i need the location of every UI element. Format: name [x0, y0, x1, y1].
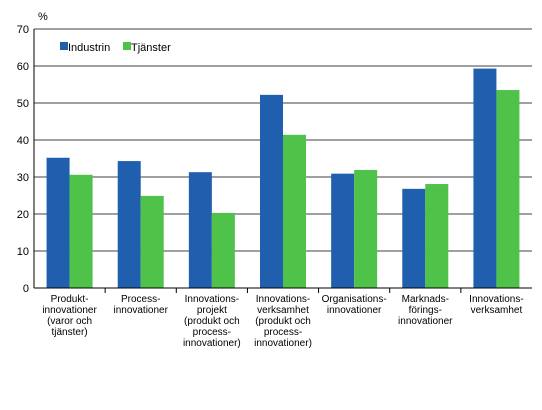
axes: [33, 29, 532, 293]
x-category-label: Organisations-innovationer: [322, 294, 387, 316]
bar-tjänster: [425, 184, 449, 288]
x-category-label-line: innovationer: [42, 305, 97, 316]
x-category-label-line: Innovations-: [469, 294, 523, 305]
x-category-labels: Produkt-innovationer (varor och tjänster)P…: [42, 294, 523, 349]
x-category-label-line: Marknads-: [402, 294, 449, 305]
x-category-label-line: process-: [264, 327, 302, 338]
bar-tjänster: [211, 212, 235, 288]
x-category-label-line: förings-: [409, 305, 442, 316]
x-category-label-line: innovationer: [398, 316, 453, 327]
x-category-label: Process-innovationer: [113, 294, 168, 316]
x-category-label-line: (produkt och: [255, 316, 311, 327]
bar-tjänster: [496, 90, 520, 288]
legend-swatch-industrin: [60, 42, 68, 50]
y-tick-label: 50: [17, 98, 29, 110]
x-category-label: Marknads-förings-innovationer: [398, 294, 453, 327]
y-tick-label: 30: [17, 172, 29, 184]
x-category-label: Innovations-verksamhet (produkt och proces…: [254, 294, 312, 349]
x-category-label-line: tjänster): [52, 327, 88, 338]
bar-industrin: [331, 173, 355, 288]
bar-industrin: [46, 157, 70, 288]
x-category-label-line: Organisations-: [322, 294, 387, 305]
x-category-label-line: innovationer): [183, 338, 241, 349]
bar-tjänster: [69, 174, 93, 288]
legend-swatch-tjänster: [123, 42, 131, 50]
x-category-label: Innovations-projekt (produkt och process-i…: [183, 294, 241, 349]
x-category-label-line: Produkt-: [51, 294, 89, 305]
y-tick-label: 60: [17, 61, 29, 73]
x-category-label-line: verksamhet: [471, 305, 523, 316]
x-category-label-line: process-: [193, 327, 231, 338]
x-category-label-line: innovationer): [254, 338, 312, 349]
x-category-label-line: innovationer: [327, 305, 382, 316]
bar-tjänster: [354, 169, 378, 288]
bar-industrin: [260, 94, 283, 288]
y-tick-labels: 0 10 20 30 40 50 60 70: [17, 24, 29, 295]
bar-tjänster: [140, 195, 164, 288]
y-tick-label: 20: [17, 209, 29, 221]
x-category-label: Produkt-innovationer (varor och tjänster): [42, 294, 97, 338]
bar-industrin: [117, 161, 141, 288]
x-category-label-line: Innovations-: [256, 294, 310, 305]
legend-label-tjänster: Tjänster: [131, 42, 171, 54]
y-tick-label: 10: [17, 246, 29, 258]
x-category-label-line: Process-: [121, 294, 160, 305]
x-category-label-line: innovationer: [113, 305, 168, 316]
x-category-label: Innovations-verksamhet: [469, 294, 523, 316]
y-axis-unit-label: %: [38, 11, 48, 23]
x-category-label-line: verksamhet: [257, 305, 309, 316]
bars: [46, 68, 520, 288]
bar-industrin: [402, 188, 426, 288]
x-category-label-line: (varor och: [47, 316, 92, 327]
y-tick-label: 0: [23, 283, 29, 295]
bar-tjänster: [283, 134, 306, 288]
legend-label-industrin: Industrin: [68, 42, 110, 54]
y-tick-label: 70: [17, 24, 29, 36]
x-category-label-line: projekt: [197, 305, 227, 316]
legend: Industrin Tjänster: [60, 42, 171, 54]
bar-industrin: [473, 68, 497, 288]
x-category-label-line: Innovations-: [185, 294, 239, 305]
bar-industrin: [188, 172, 212, 288]
y-tick-label: 40: [17, 135, 29, 147]
x-category-label-line: (produkt och: [184, 316, 240, 327]
